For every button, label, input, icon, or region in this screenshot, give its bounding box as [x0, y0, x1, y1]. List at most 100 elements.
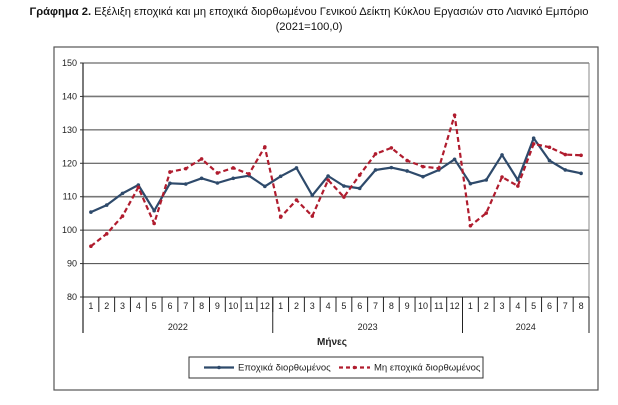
- data-point: [263, 184, 267, 189]
- y-tick-label: 80: [67, 292, 77, 302]
- data-point: [199, 157, 204, 161]
- data-point: [547, 145, 552, 150]
- x-tick-label: 10: [228, 301, 238, 311]
- year-label: 2023: [358, 322, 378, 332]
- x-tick-label: 11: [434, 301, 443, 311]
- data-point: [484, 211, 489, 215]
- data-point: [89, 210, 93, 214]
- series-line: [90, 113, 582, 248]
- x-tick-label: 10: [418, 301, 428, 311]
- series-seasonally-adjusted: [89, 136, 583, 214]
- data-point: [357, 186, 362, 191]
- data-point: [120, 191, 125, 196]
- chart-subtitle: (2021=100,0): [275, 21, 343, 33]
- data-point: [500, 175, 504, 179]
- legend-marker-non-seasonally-adjusted: [352, 365, 357, 370]
- legend: Εποχικά διορθωμένος Μη εποχικά διορθωμέν…: [188, 356, 484, 379]
- data-point: [579, 171, 583, 176]
- x-tick-label: 12: [450, 301, 460, 311]
- x-tick-label: 11: [244, 301, 253, 311]
- data-point: [152, 221, 156, 226]
- data-point: [215, 171, 220, 175]
- x-tick-label: 2: [104, 301, 109, 311]
- data-point: [199, 176, 204, 181]
- data-point: [215, 181, 220, 185]
- data-point: [389, 146, 394, 150]
- x-tick-label: 5: [531, 301, 536, 311]
- x-axis-title: Μήνες: [317, 337, 347, 348]
- x-tick-label: 8: [199, 301, 204, 311]
- data-point: [183, 182, 188, 186]
- data-point: [326, 174, 330, 178]
- gridlines: [82, 62, 590, 333]
- data-point: [405, 158, 409, 163]
- x-tick-label: 9: [215, 301, 220, 311]
- data-point: [342, 195, 346, 199]
- x-tick-label: 12: [260, 301, 270, 311]
- data-point: [310, 214, 315, 218]
- x-tick-label: 7: [563, 301, 568, 311]
- legend-label-seasonally-adjusted: Εποχικά διορθωμένος: [238, 363, 331, 374]
- data-point: [247, 172, 251, 176]
- x-tick-label: 7: [183, 301, 188, 311]
- y-tick-label: 110: [63, 192, 77, 202]
- data-point: [342, 184, 346, 188]
- x-tick-label: 4: [326, 301, 331, 311]
- data-point: [278, 174, 283, 179]
- data-point: [421, 164, 425, 169]
- legend-marker-seasonally-adjusted: [217, 365, 221, 370]
- data-point: [136, 185, 141, 190]
- y-tick-label: 130: [62, 125, 77, 135]
- data-point: [531, 136, 536, 141]
- data-point: [168, 170, 172, 174]
- data-point: [516, 184, 520, 188]
- y-tick-label: 90: [67, 259, 77, 269]
- data-point: [357, 173, 362, 177]
- chart-frame: [53, 46, 599, 391]
- data-point: [436, 166, 441, 171]
- y-axis-ticks: 80 90 100 110 120 130 140 150: [62, 58, 83, 302]
- legend-box: [188, 356, 484, 379]
- data-point: [231, 176, 236, 181]
- x-tick-label: 4: [515, 301, 520, 311]
- chart-title: Γράφημα 2. Εξέλιξη εποχικά και μη εποχικ…: [0, 5, 618, 35]
- x-tick-label: 1: [278, 301, 283, 311]
- data-point: [373, 152, 378, 156]
- data-point: [484, 178, 489, 182]
- data-point: [563, 152, 568, 157]
- data-point: [120, 214, 125, 218]
- data-point: [531, 142, 536, 146]
- y-tick-label: 150: [62, 58, 77, 68]
- series-non-seasonally-adjusted: [89, 113, 583, 248]
- data-point: [168, 181, 172, 186]
- data-point: [104, 203, 109, 207]
- data-point: [104, 232, 109, 236]
- y-tick-label: 100: [62, 225, 77, 235]
- data-point: [563, 168, 568, 172]
- year-label: 2022: [168, 322, 188, 332]
- x-tick-label: 3: [310, 301, 315, 311]
- y-tick-label: 140: [62, 91, 77, 101]
- x-tick-label: 3: [120, 301, 125, 311]
- data-point: [231, 166, 236, 170]
- x-tick-label: 5: [341, 301, 346, 311]
- series-group: [89, 113, 583, 248]
- series-line: [90, 137, 582, 214]
- data-point: [452, 113, 457, 117]
- x-tick-label: 4: [136, 301, 141, 311]
- data-point: [310, 193, 315, 198]
- data-point: [89, 244, 93, 248]
- x-tick-label: 5: [152, 301, 157, 311]
- x-tick-label: 8: [389, 301, 394, 311]
- data-point: [326, 178, 330, 182]
- chart-number: Γράφημα 2.: [29, 6, 92, 18]
- data-point: [183, 166, 188, 171]
- data-point: [468, 181, 473, 186]
- x-tick-label: 1: [88, 301, 93, 311]
- data-point: [405, 169, 409, 173]
- data-point: [152, 208, 156, 213]
- x-axis: 1 2 3 4 5 6 7 8 9 10 11 12 1 2 3 4 5 6 7 8 9 10 11 12 1 2 3 4 5 6 7 820…: [83, 296, 590, 333]
- data-point: [547, 158, 552, 163]
- data-point: [294, 198, 299, 202]
